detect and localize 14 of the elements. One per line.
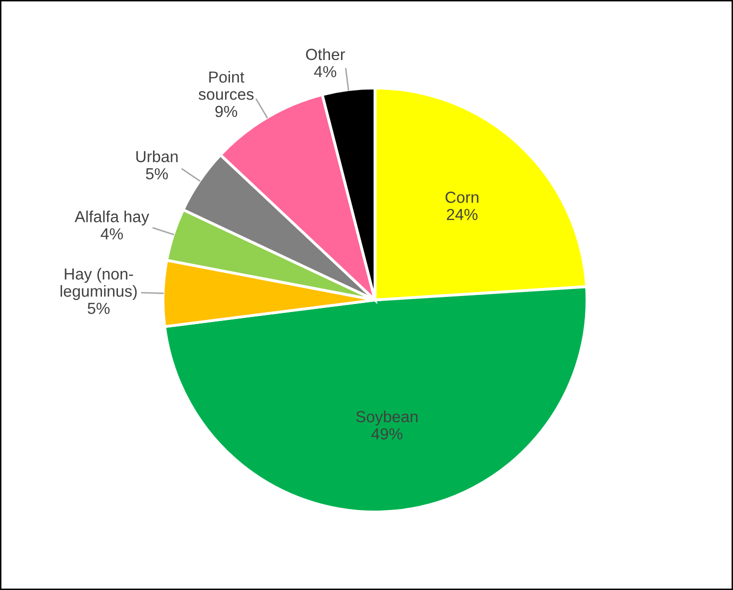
data-label: 5% bbox=[88, 302, 110, 314]
slice-label: Hay (non- leguminus) bbox=[60, 268, 137, 300]
data-label: 24% bbox=[446, 208, 478, 220]
data-label: 4% bbox=[100, 228, 123, 240]
data-label: 5% bbox=[146, 168, 168, 180]
slice-label: Other bbox=[306, 48, 345, 60]
slice-label: Alfalfa hay bbox=[74, 210, 150, 226]
slice-label: Corn bbox=[446, 192, 478, 203]
slice-label: Urban bbox=[136, 150, 178, 162]
data-label: 4% bbox=[314, 66, 336, 78]
slice-label: Soybean bbox=[356, 410, 418, 426]
data-label: 9% bbox=[215, 106, 238, 118]
slice-label: Point sources bbox=[198, 70, 254, 100]
data-label: 49% bbox=[371, 428, 402, 440]
